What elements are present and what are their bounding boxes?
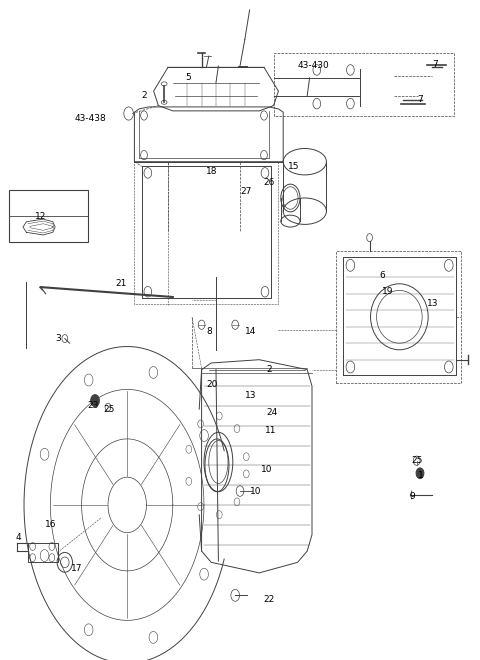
- Text: 11: 11: [265, 426, 277, 435]
- Text: 2: 2: [266, 365, 272, 374]
- Text: 26: 26: [263, 178, 275, 187]
- Text: 13: 13: [427, 299, 439, 308]
- Text: 43-438: 43-438: [74, 114, 106, 123]
- Text: 43-430: 43-430: [298, 61, 329, 71]
- Text: 7: 7: [432, 60, 438, 69]
- Text: 18: 18: [206, 167, 218, 176]
- Text: 27: 27: [240, 187, 252, 196]
- Text: 21: 21: [115, 279, 127, 288]
- Text: 20: 20: [206, 379, 218, 389]
- Text: 23: 23: [88, 401, 99, 411]
- Text: 25: 25: [103, 405, 115, 414]
- Text: 13: 13: [245, 391, 256, 401]
- Text: 22: 22: [263, 595, 274, 604]
- Text: 6: 6: [379, 271, 385, 280]
- Text: 10: 10: [261, 465, 272, 475]
- Text: 19: 19: [382, 287, 393, 296]
- Text: 1: 1: [418, 471, 423, 480]
- Text: 8: 8: [206, 327, 212, 336]
- Circle shape: [416, 468, 424, 478]
- Text: 24: 24: [266, 408, 277, 417]
- Text: 12: 12: [35, 212, 47, 221]
- Text: 16: 16: [45, 520, 56, 529]
- Text: 5: 5: [185, 73, 191, 82]
- FancyBboxPatch shape: [9, 190, 88, 242]
- Text: 10: 10: [250, 487, 261, 496]
- Text: 7: 7: [418, 94, 423, 104]
- Text: 2: 2: [142, 91, 147, 100]
- Text: 4: 4: [16, 533, 22, 543]
- Text: 15: 15: [288, 162, 300, 171]
- Text: 3: 3: [55, 334, 61, 343]
- Text: 17: 17: [71, 564, 83, 574]
- Text: 14: 14: [245, 327, 256, 336]
- Text: 9: 9: [409, 492, 415, 501]
- Text: 25: 25: [411, 456, 422, 465]
- Circle shape: [91, 395, 99, 407]
